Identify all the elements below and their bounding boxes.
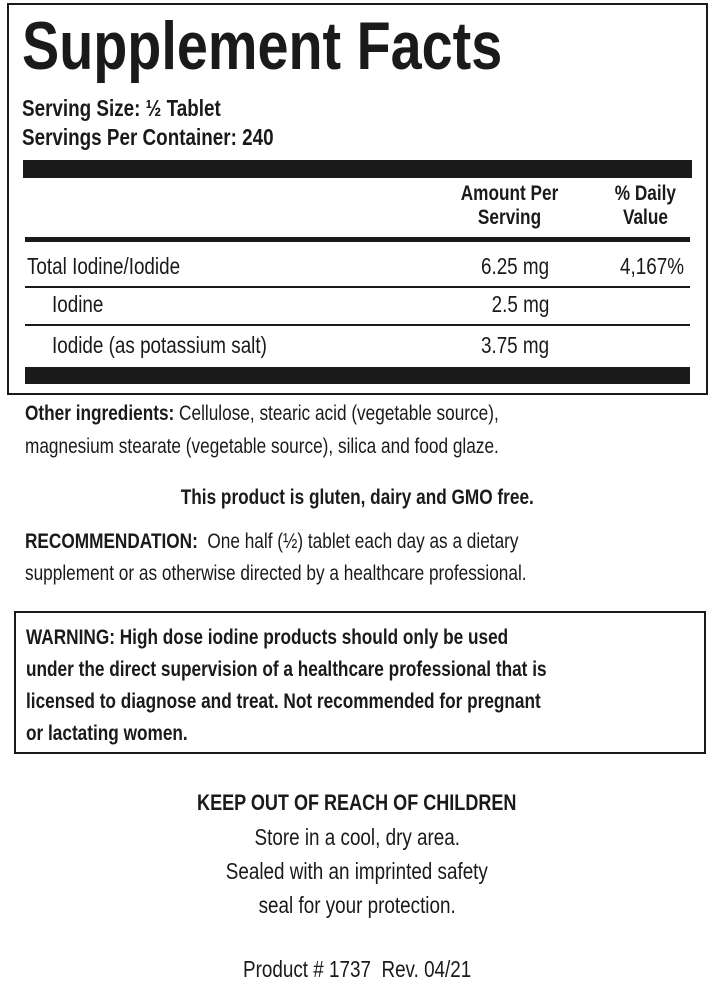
other-ingredients: Cellulose, stearic acid (vegetable sourc… — [174, 402, 499, 425]
amount-header-1: Amount Per — [461, 182, 559, 205]
storage-line: Store in a cool, dry area. — [254, 824, 460, 850]
warning-line: WARNING: High dose iodine products shoul… — [26, 626, 509, 649]
title: Supplement Facts — [22, 8, 503, 84]
amount-header-2: Serving — [478, 206, 542, 229]
row-name: Iodine — [52, 291, 104, 317]
recommendation-2: supplement or as otherwise directed by a… — [25, 562, 527, 585]
warning-line: licensed to diagnose and treat. Not reco… — [26, 690, 541, 713]
storage-line: Sealed with an imprinted safety — [225, 858, 489, 884]
supplement-facts-panel — [7, 3, 708, 395]
keep-out: KEEP OUT OF REACH OF CHILDREN — [197, 790, 517, 815]
row-amount: 6.25 mg — [480, 253, 549, 279]
serving-size: Serving Size: ½ Tablet — [22, 95, 221, 121]
divider-bar — [23, 160, 692, 178]
servings-per-container: Servings Per Container: 240 — [22, 124, 274, 150]
storage-line: seal for your protection. — [258, 892, 456, 918]
divider — [25, 286, 690, 288]
divider-bar — [25, 367, 690, 384]
dv-header-2: Value — [622, 206, 668, 229]
divider — [25, 324, 690, 326]
other-label: Other ingredients: — [25, 402, 175, 425]
row-name: Iodide (as potassium salt) — [52, 332, 267, 358]
dv-header-1: % Daily — [614, 182, 676, 205]
warning-line: or lactating women. — [26, 722, 188, 745]
product-number: Product # 1737 Rev. 04/21 — [242, 956, 472, 982]
row-name: Total Iodine/Iodide — [27, 253, 181, 279]
other-ingredients-2: magnesium stearate (vegetable source), s… — [25, 435, 499, 458]
warning-line: under the direct supervision of a health… — [26, 658, 547, 681]
warning-box — [14, 611, 706, 754]
divider — [25, 237, 690, 242]
row-amount: 3.75 mg — [480, 332, 549, 358]
row-dv: 4,167% — [620, 253, 684, 279]
recommendation: One half (½) tablet each day as a dietar… — [197, 530, 519, 553]
row-amount: 2.5 mg — [491, 291, 549, 317]
rec-label: RECOMMENDATION: — [25, 530, 198, 553]
free-from: This product is gluten, dairy and GMO fr… — [180, 486, 534, 509]
